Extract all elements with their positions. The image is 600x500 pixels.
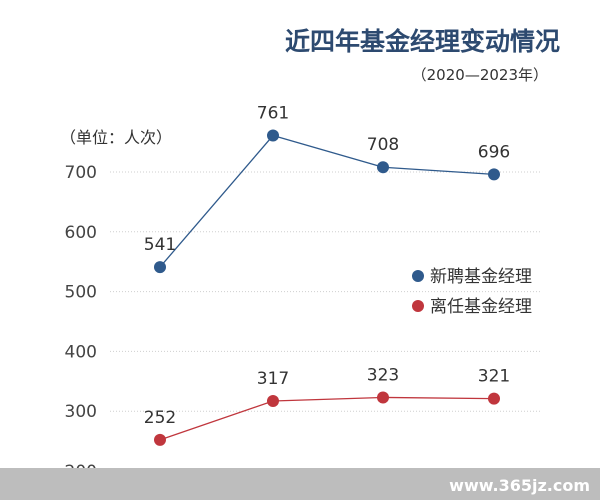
watermark-band-bg: [0, 468, 600, 500]
legend-label: 离任基金经理: [430, 297, 532, 317]
series-2: 252 317 323 321: [144, 365, 510, 446]
data-point: [488, 392, 500, 405]
y-tick-labels: 200300400500600700: [65, 163, 97, 482]
chart-title: 近四年基金经理变动情况: [285, 27, 560, 56]
y-axis-label: （单位：人次）: [60, 128, 172, 147]
data-point: [154, 261, 166, 274]
data-label: 252: [144, 408, 176, 428]
watermark-band: www.365jz.com: [0, 468, 600, 500]
y-tick-label: 300: [65, 402, 97, 422]
watermark-text: www.365jz.com: [449, 476, 590, 495]
data-label: 696: [478, 142, 510, 162]
data-label: 708: [367, 135, 399, 155]
y-tick-label: 600: [65, 223, 97, 243]
y-tick-label: 500: [65, 283, 97, 303]
data-point: [267, 395, 279, 408]
data-point: [154, 433, 166, 446]
data-point: [488, 168, 500, 181]
data-point: [267, 129, 279, 142]
data-label: 321: [478, 367, 510, 387]
chart-subtitle: （2020—2023年）: [412, 66, 548, 84]
legend-label: 新聘基金经理: [430, 267, 532, 287]
legend-marker: [412, 300, 424, 312]
data-point: [377, 391, 389, 404]
data-point: [377, 161, 389, 174]
data-label: 541: [144, 235, 176, 255]
y-tick-label: 700: [65, 163, 97, 183]
data-label: 323: [367, 365, 399, 385]
legend-marker: [412, 270, 424, 282]
y-tick-label: 400: [65, 342, 97, 362]
data-label: 761: [257, 104, 289, 124]
data-label: 317: [257, 369, 289, 389]
series-1: 541 761 708 696: [144, 104, 510, 274]
series-line: [159, 134, 495, 268]
series-layer: 541 761 708 696 252 317 323 321: [144, 104, 510, 446]
series-line: [159, 396, 495, 441]
